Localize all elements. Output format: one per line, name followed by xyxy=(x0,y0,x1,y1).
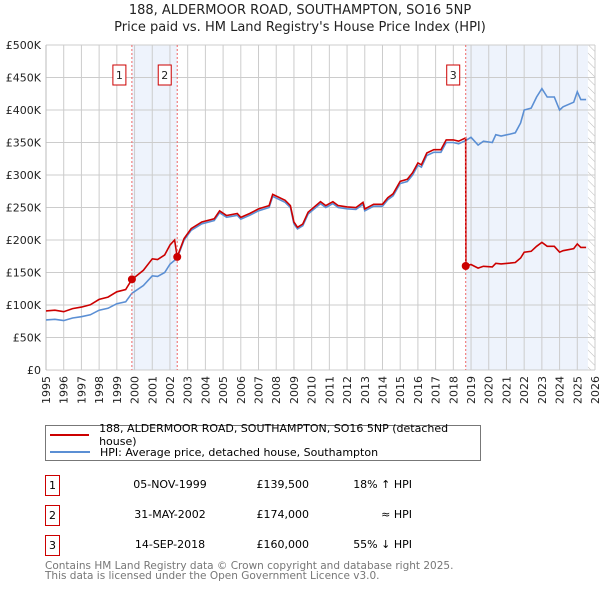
x-tick-label: 2017 xyxy=(430,376,443,404)
x-tick-label: 2016 xyxy=(412,376,425,404)
red-line-swatch xyxy=(50,434,90,436)
x-tick-label: 2007 xyxy=(253,376,266,404)
x-tick-label: 2012 xyxy=(341,376,354,404)
y-tick-label: £400K xyxy=(6,104,42,117)
x-tick-label: 2013 xyxy=(359,376,372,404)
x-tick-label: 1995 xyxy=(40,376,53,404)
transaction-date: 05-NOV-1999 xyxy=(133,478,207,491)
chart-subtitle: Price paid vs. HM Land Registry's House … xyxy=(114,20,486,35)
y-tick-label: £150K xyxy=(6,267,42,280)
x-tick-label: 1998 xyxy=(93,376,106,404)
marker-badge: 2 xyxy=(45,505,60,526)
legend: 188, ALDERMOOR ROAD, SOUTHAMPTON, SO16 5… xyxy=(45,422,481,461)
x-tick-label: 2018 xyxy=(447,376,460,404)
y-tick-label: £250K xyxy=(6,202,42,215)
transaction-row: 2 31-MAY-2002 £174,000 ≈ HPI xyxy=(45,505,445,526)
x-tick-label: 2000 xyxy=(129,376,142,404)
transaction-price: £139,500 xyxy=(256,478,310,491)
x-tick-label: 1996 xyxy=(58,376,71,404)
legend-item-property: 188, ALDERMOOR ROAD, SOUTHAMPTON, SO16 5… xyxy=(50,422,480,448)
transaction-price: £160,000 xyxy=(256,538,310,551)
y-tick-label: £50K xyxy=(13,332,42,345)
y-tick-label: £450K xyxy=(6,72,42,85)
transaction-hpi: 55% ↓ HPI xyxy=(353,538,412,551)
x-tick-label: 1997 xyxy=(75,376,88,404)
marker-badge: 3 xyxy=(45,535,60,556)
y-tick-label: £350K xyxy=(6,137,42,150)
x-tick-label: 2004 xyxy=(199,376,212,404)
x-tick-label: 2011 xyxy=(323,376,336,404)
sale-label-box xyxy=(446,64,461,86)
transaction-date: 14-SEP-2018 xyxy=(134,538,206,551)
x-tick-label: 2025 xyxy=(571,376,584,404)
x-tick-label: 2008 xyxy=(270,376,283,404)
x-tick-label: 2022 xyxy=(518,376,531,404)
x-tick-label: 2003 xyxy=(182,376,195,404)
x-tick-label: 2010 xyxy=(306,376,319,404)
marker-badge: 1 xyxy=(45,475,60,496)
x-tick-label: 2006 xyxy=(235,376,248,404)
transaction-row: 3 14-SEP-2018 £160,000 55% ↓ HPI xyxy=(45,535,445,556)
transaction-row: 1 05-NOV-1999 £139,500 18% ↑ HPI xyxy=(45,475,445,496)
x-tick-label: 2005 xyxy=(217,376,230,404)
y-tick-label: £200K xyxy=(6,234,42,247)
x-tick-label: 1999 xyxy=(111,376,124,404)
x-tick-label: 2001 xyxy=(146,376,159,404)
x-tick-label: 2024 xyxy=(554,376,567,404)
x-tick-label: 2015 xyxy=(394,376,407,404)
y-tick-label: £500K xyxy=(6,39,42,52)
footer-licence: This data is licensed under the Open Gov… xyxy=(45,570,380,582)
x-tick-label: 2002 xyxy=(164,376,177,404)
sale-label: 2 xyxy=(161,69,168,82)
sale-point xyxy=(127,275,136,284)
legend-item-hpi: HPI: Average price, detached house, Sout… xyxy=(50,444,378,460)
legend-label-property: 188, ALDERMOOR ROAD, SOUTHAMPTON, SO16 5… xyxy=(99,422,449,448)
legend-label-hpi: HPI: Average price, detached house, Sout… xyxy=(100,445,379,459)
sale-label-box xyxy=(157,64,172,86)
y-tick-label: £100K xyxy=(6,299,42,312)
x-tick-label: 2019 xyxy=(465,376,478,404)
footer-copyright: Contains HM Land Registry data © Crown c… xyxy=(45,560,454,572)
transaction-date: 31-MAY-2002 xyxy=(134,508,206,521)
x-tick-label: 2020 xyxy=(483,376,496,404)
property-price-line xyxy=(45,136,587,313)
sale-label-box xyxy=(112,64,127,86)
y-tick-label: £300K xyxy=(6,169,42,182)
sale-label: 1 xyxy=(116,69,123,82)
x-tick-label: 2014 xyxy=(376,376,389,404)
sale-point xyxy=(173,252,182,261)
x-tick-label: 2023 xyxy=(536,376,549,404)
x-tick-label: 2026 xyxy=(589,376,600,404)
transaction-hpi: ≈ HPI xyxy=(381,508,412,521)
price-chart: 1995 1996 1997 1998 1999 2000 2001 2002 2003 2004… xyxy=(6,39,600,404)
x-tick-label: 2021 xyxy=(500,376,513,404)
y-tick-label: £0 xyxy=(27,364,41,377)
x-tick-label: 2009 xyxy=(288,376,301,404)
transaction-hpi: 18% ↑ HPI xyxy=(353,478,412,491)
hpi-line xyxy=(45,87,587,322)
transaction-price: £174,000 xyxy=(256,508,310,521)
blue-line-swatch xyxy=(50,451,90,453)
chart-title: 188, ALDERMOOR ROAD, SOUTHAMPTON, SO16 5… xyxy=(128,3,472,18)
sale-point xyxy=(461,262,470,270)
sale-label: 3 xyxy=(450,69,457,82)
